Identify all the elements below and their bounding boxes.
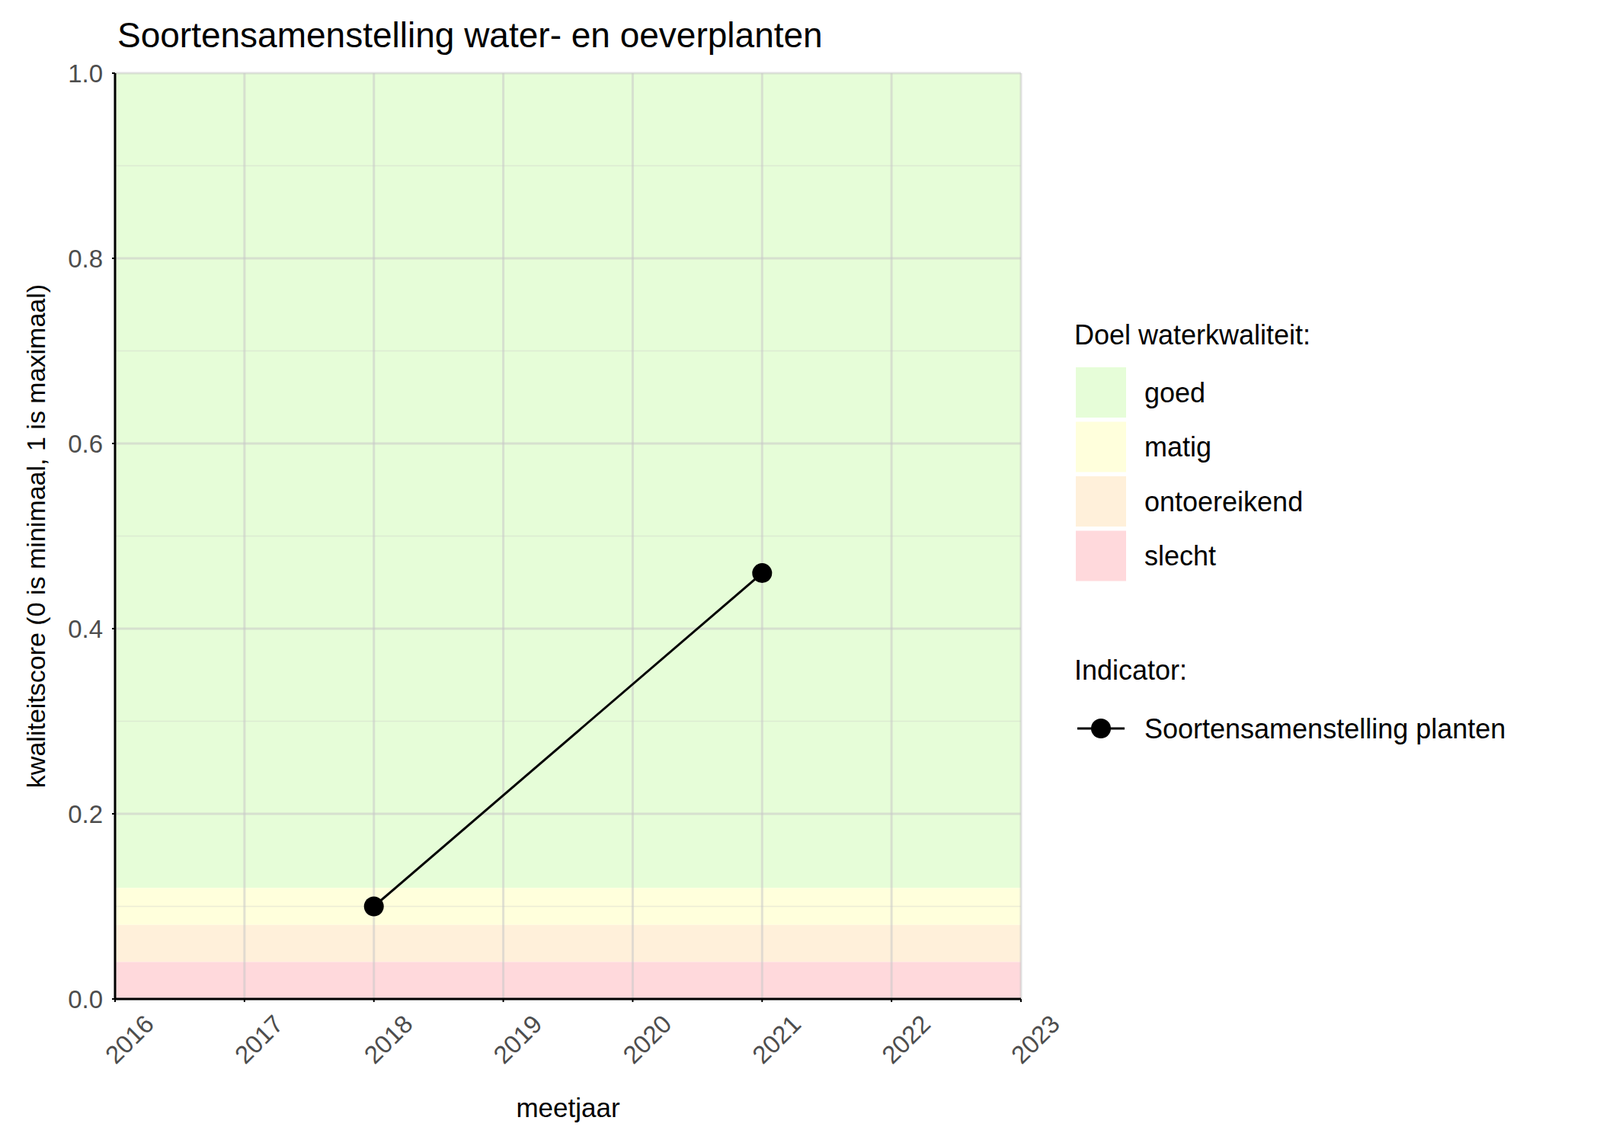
x-tick xyxy=(502,998,505,1002)
y-tick-label: 0.0 xyxy=(67,985,103,1014)
y-tick-label: 1.0 xyxy=(67,59,103,88)
x-tick-label: 2017 xyxy=(229,1009,289,1069)
point xyxy=(364,896,384,917)
y-tick-label: 0.6 xyxy=(67,429,103,458)
y-tick xyxy=(112,442,116,445)
x-tick-label: 2016 xyxy=(99,1009,160,1069)
point xyxy=(752,563,772,583)
legend-swatch xyxy=(1075,531,1127,582)
legend-marker xyxy=(1091,718,1111,739)
y-axis-title: kwaliteitscore (0 is minimaal, 1 is maxi… xyxy=(21,284,51,788)
x-tick-label: 2022 xyxy=(876,1009,936,1069)
background xyxy=(0,0,1600,1143)
grid-line xyxy=(761,73,764,999)
legend-swatch xyxy=(1075,422,1127,473)
minor-grid-line xyxy=(115,535,1021,538)
legend-label: matig xyxy=(1144,431,1212,463)
band xyxy=(115,73,1021,888)
line xyxy=(374,572,763,906)
x-tick-label: 2023 xyxy=(1005,1009,1066,1069)
grid-line xyxy=(1020,73,1023,999)
y-axis xyxy=(114,73,117,999)
grid-line xyxy=(372,73,375,999)
y-tick-label: 0.2 xyxy=(67,800,103,829)
chart: Soortensamenstelling water- en oeverplan… xyxy=(0,0,1600,1143)
band xyxy=(115,887,1021,925)
band xyxy=(115,961,1021,999)
grid-line xyxy=(890,73,893,999)
grid-line xyxy=(115,442,1021,445)
legend-title: Indicator: xyxy=(1074,654,1188,686)
x-axis-title: meetjaar xyxy=(515,1092,621,1123)
minor-grid-line xyxy=(115,350,1021,352)
grid-line xyxy=(502,73,505,999)
y-tick-label: 0.4 xyxy=(67,614,103,644)
grid-line xyxy=(115,627,1021,631)
legend-label: goed xyxy=(1144,377,1206,409)
legend-swatch xyxy=(1075,367,1127,418)
x-tick-label: 2018 xyxy=(358,1009,419,1069)
minor-grid-line xyxy=(115,720,1021,723)
x-tick xyxy=(1020,998,1022,1002)
grid-line xyxy=(115,812,1021,816)
y-tick-label: 0.8 xyxy=(67,244,103,273)
x-tick xyxy=(631,998,634,1002)
grid xyxy=(115,73,1021,999)
grid-line xyxy=(115,257,1021,260)
y-tick xyxy=(112,812,116,815)
x-tick-label: 2019 xyxy=(487,1009,548,1069)
bands xyxy=(115,73,1021,999)
y-tick xyxy=(112,72,116,74)
legend-title: Doel waterkwaliteit: xyxy=(1074,319,1311,351)
x-tick-label: 2021 xyxy=(746,1009,807,1069)
y-tick xyxy=(112,627,116,630)
x-tick xyxy=(114,998,116,1002)
minor-grid-line xyxy=(115,165,1021,167)
y-tick xyxy=(112,257,116,260)
legend-swatch xyxy=(1075,476,1127,527)
band xyxy=(115,924,1021,963)
x-tick xyxy=(761,998,763,1002)
minor-grid-line xyxy=(115,905,1021,908)
data xyxy=(364,563,773,916)
grid-line xyxy=(114,73,117,999)
title: Soortensamenstelling water- en oeverplan… xyxy=(117,15,823,55)
grid-line xyxy=(631,73,634,999)
legend-label: Soortensamenstelling planten xyxy=(1144,713,1506,745)
x-axis xyxy=(115,998,1021,1001)
grid-line xyxy=(243,73,246,999)
x-tick xyxy=(890,998,893,1002)
legend-label: slecht xyxy=(1144,540,1216,572)
legend-label: ontoereikend xyxy=(1144,486,1303,518)
grid-line xyxy=(115,998,1021,1001)
x-tick xyxy=(243,998,246,1002)
x-tick xyxy=(373,998,375,1002)
grid-line xyxy=(115,72,1021,75)
x-tick-label: 2020 xyxy=(617,1009,677,1069)
